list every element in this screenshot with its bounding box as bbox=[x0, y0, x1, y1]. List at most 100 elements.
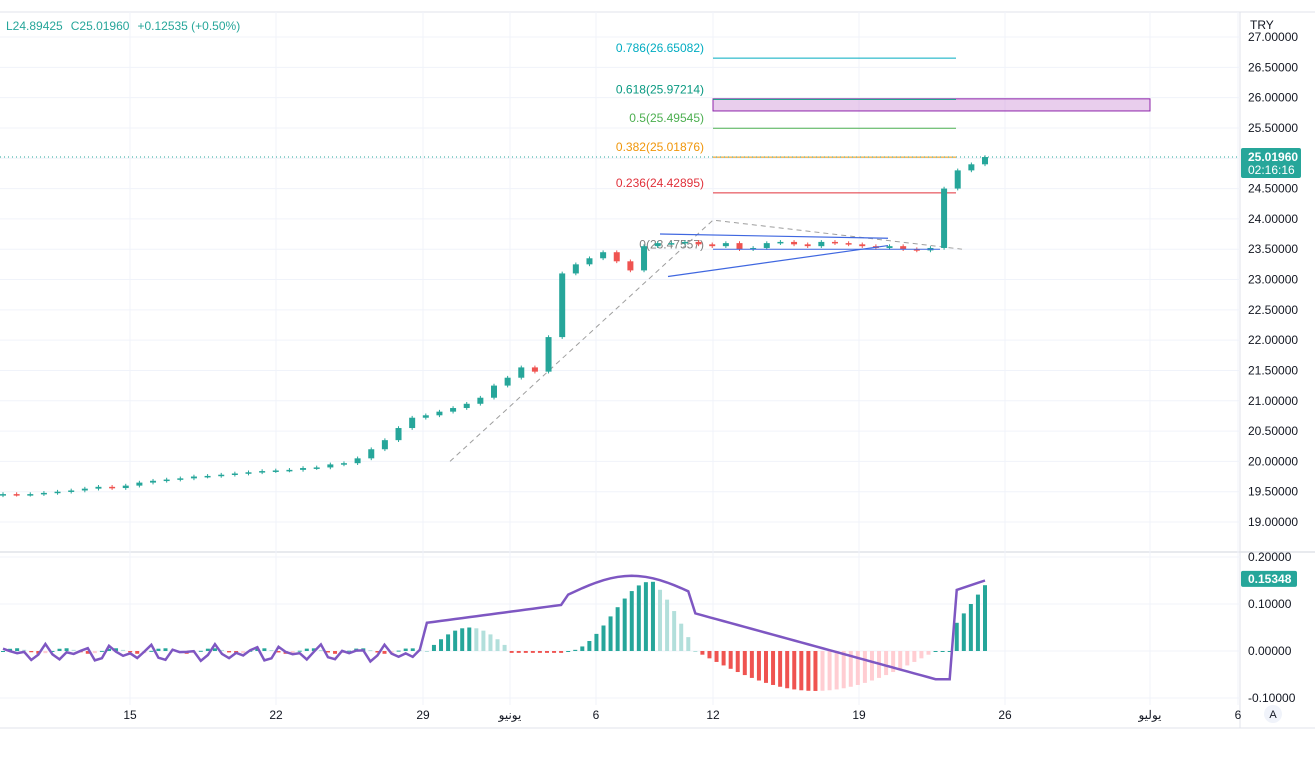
time-tick-label: 15 bbox=[123, 708, 137, 722]
histogram-bar bbox=[954, 622, 959, 651]
fib-zone-rectangle[interactable] bbox=[712, 98, 1151, 112]
histogram-bar bbox=[643, 582, 648, 651]
current-price-label: 25.01960 bbox=[1248, 150, 1298, 164]
histogram-bar bbox=[474, 628, 479, 651]
histogram-bar bbox=[318, 650, 323, 652]
histogram-bar bbox=[721, 651, 726, 666]
trend-dashed-line[interactable] bbox=[449, 219, 963, 462]
triangle-lower-line bbox=[667, 244, 889, 278]
histogram-bar bbox=[615, 607, 620, 651]
fib-level-label: 0.786(26.65082) bbox=[616, 41, 704, 55]
price-tick-label: 22.50000 bbox=[1248, 303, 1298, 317]
candle-body bbox=[722, 243, 729, 247]
histogram-bar bbox=[29, 651, 34, 653]
histogram-bar bbox=[566, 651, 571, 652]
histogram-bar bbox=[530, 651, 535, 653]
histogram-bar bbox=[333, 651, 338, 654]
candle-body bbox=[477, 397, 484, 404]
time-axis[interactable]: 15 22 29 يونيو 6 12 19 26 يوليو 6 A bbox=[123, 705, 1282, 723]
price-axis[interactable]: TRY 19.00000 19.50000 20.00000 20.50000 21.00… bbox=[1241, 18, 1301, 705]
histogram-bar bbox=[947, 651, 952, 652]
candle-body bbox=[654, 243, 661, 247]
time-tick-label: 22 bbox=[269, 708, 283, 722]
triangle-upper-line bbox=[659, 233, 889, 239]
oscillator-line bbox=[2, 574, 986, 681]
fib-level-label: 0.5(25.49545) bbox=[629, 111, 704, 125]
candle-body bbox=[613, 252, 620, 262]
candle-body bbox=[381, 440, 388, 450]
candle-body bbox=[463, 403, 470, 409]
candle-body bbox=[368, 449, 375, 459]
price-tick-label: 22.00000 bbox=[1248, 333, 1298, 347]
ohlc-legend: L24.89425 C25.01960 +0.12535 (+0.50%) bbox=[6, 19, 248, 33]
candle-body bbox=[531, 367, 538, 372]
time-tick-label: يوليو bbox=[1137, 708, 1161, 722]
price-tick-label: 23.50000 bbox=[1248, 242, 1298, 256]
histogram-bar bbox=[841, 651, 846, 689]
histogram-bar bbox=[961, 613, 966, 651]
histogram-bar bbox=[580, 646, 585, 651]
price-tick-label: 26.00000 bbox=[1248, 91, 1298, 105]
histogram-bar bbox=[601, 625, 606, 651]
histogram-bar bbox=[884, 651, 889, 676]
histogram-bar bbox=[559, 651, 564, 653]
histogram-bar bbox=[855, 651, 860, 685]
triangle-pattern[interactable] bbox=[659, 233, 940, 278]
candle-body bbox=[422, 415, 429, 418]
histogram-bar bbox=[325, 651, 330, 653]
candle-body bbox=[122, 485, 129, 489]
time-tick-label: 26 bbox=[998, 708, 1012, 722]
candle-body bbox=[845, 243, 852, 245]
currency-label: TRY bbox=[1250, 18, 1274, 32]
time-tick-label: 6 bbox=[1235, 708, 1242, 722]
candle-body bbox=[95, 486, 102, 489]
histogram-bar bbox=[453, 630, 458, 651]
histogram-bar bbox=[792, 651, 797, 690]
histogram-bar bbox=[276, 651, 281, 653]
time-tick-label: يونيو bbox=[498, 708, 522, 722]
candle-body bbox=[791, 241, 798, 245]
candle-body bbox=[231, 473, 238, 475]
candle-body bbox=[218, 474, 225, 477]
candle-body bbox=[409, 417, 416, 429]
candle-body bbox=[518, 367, 525, 378]
candle-body bbox=[941, 188, 948, 248]
grid-lines bbox=[0, 11, 1315, 729]
histogram-bar bbox=[50, 650, 55, 652]
fibonacci-retracement[interactable]: 0(23.47557)0.236(24.42895)0.382(25.01876… bbox=[0, 41, 1240, 252]
histogram-bar bbox=[57, 648, 62, 651]
price-tick-label: 24.00000 bbox=[1248, 212, 1298, 226]
fib-level-label: 0.236(24.42895) bbox=[616, 176, 704, 190]
oscillator-histogram bbox=[1, 581, 987, 691]
osc-value-label: 0.15348 bbox=[1248, 572, 1292, 586]
histogram-bar bbox=[212, 648, 217, 651]
price-change: +0.12535 (+0.50%) bbox=[137, 19, 241, 33]
candle-body bbox=[668, 243, 675, 245]
histogram-bar bbox=[446, 634, 451, 651]
candle-body bbox=[272, 470, 279, 472]
histogram-bar bbox=[22, 649, 27, 651]
candle-body bbox=[777, 241, 784, 244]
candle-body bbox=[340, 463, 347, 465]
candle-body bbox=[859, 244, 866, 247]
histogram-bar bbox=[940, 651, 945, 652]
candle-body bbox=[327, 464, 334, 468]
histogram-bar bbox=[707, 651, 712, 659]
candle-body bbox=[627, 261, 634, 271]
time-tick-label: 19 bbox=[852, 708, 866, 722]
candle-body bbox=[954, 170, 961, 189]
histogram-bar bbox=[714, 651, 719, 662]
price-tick-label: 20.00000 bbox=[1248, 454, 1298, 468]
histogram-bar bbox=[241, 651, 246, 654]
fib-level-label: 0.382(25.01876) bbox=[616, 140, 704, 154]
histogram-bar bbox=[983, 585, 987, 651]
histogram-bar bbox=[728, 651, 733, 669]
zigzag-line bbox=[449, 219, 963, 462]
zone-rect bbox=[712, 98, 1151, 112]
histogram-bar bbox=[431, 644, 436, 651]
histogram-bar bbox=[106, 648, 111, 651]
histogram-bar bbox=[198, 650, 203, 652]
histogram-bar bbox=[827, 651, 832, 691]
